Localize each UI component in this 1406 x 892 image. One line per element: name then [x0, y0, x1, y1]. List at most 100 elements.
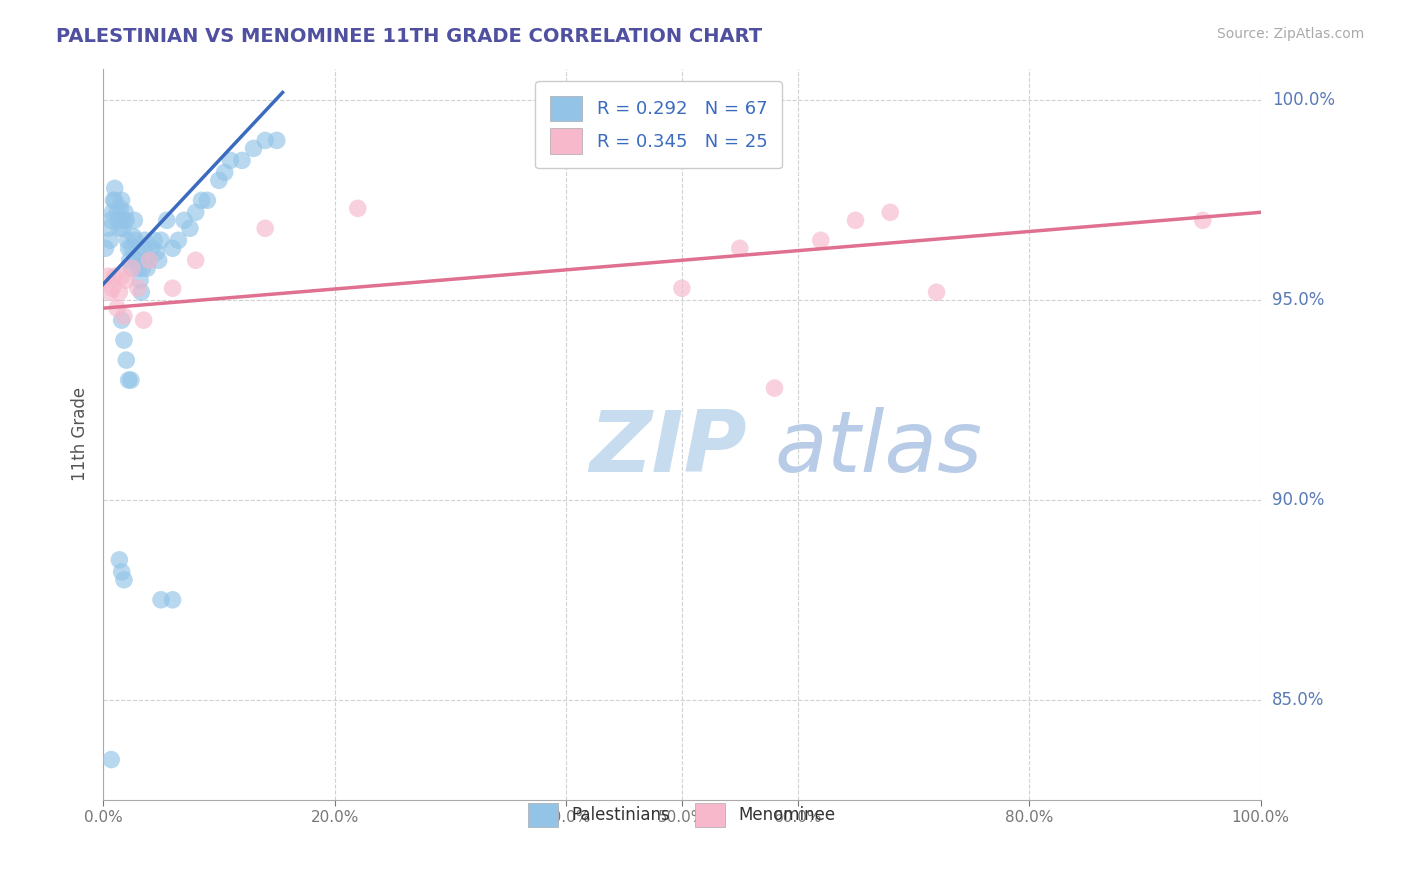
Point — [124, 213, 146, 227]
Point — [112, 573, 135, 587]
Point — [728, 241, 751, 255]
Point — [190, 194, 212, 208]
Point — [127, 281, 149, 295]
Point — [266, 133, 288, 147]
Point — [120, 373, 142, 387]
Point — [219, 153, 242, 168]
Point — [114, 205, 136, 219]
Point — [184, 205, 207, 219]
Point — [128, 261, 150, 276]
Point — [127, 245, 149, 260]
Point — [925, 285, 948, 300]
Point — [671, 281, 693, 295]
Point — [124, 233, 146, 247]
Point — [125, 253, 148, 268]
Text: 95.0%: 95.0% — [1272, 291, 1324, 310]
Point — [111, 194, 134, 208]
Point — [112, 333, 135, 347]
Point — [195, 194, 218, 208]
Point — [254, 133, 277, 147]
Point — [145, 245, 167, 260]
Point — [108, 285, 131, 300]
Point — [111, 565, 134, 579]
Point — [97, 269, 120, 284]
Point — [346, 202, 368, 216]
Point — [112, 309, 135, 323]
Point — [103, 194, 125, 208]
Text: PALESTINIAN VS MENOMINEE 11TH GRADE CORRELATION CHART: PALESTINIAN VS MENOMINEE 11TH GRADE CORR… — [56, 27, 762, 45]
Point — [148, 253, 170, 268]
Point — [101, 205, 124, 219]
Point — [105, 301, 128, 316]
Text: atlas: atlas — [775, 407, 983, 490]
Point — [254, 221, 277, 235]
Point — [132, 313, 155, 327]
Point — [100, 213, 122, 227]
Point — [105, 205, 128, 219]
Point — [107, 213, 129, 227]
Point — [111, 269, 134, 284]
Point — [98, 233, 121, 247]
Point — [111, 221, 134, 235]
Point — [117, 241, 139, 255]
Point — [162, 281, 184, 295]
Text: 100.0%: 100.0% — [1272, 92, 1334, 110]
Legend: Palestinians, Menominee: Palestinians, Menominee — [520, 795, 844, 835]
Point — [122, 229, 145, 244]
Point — [94, 241, 117, 255]
Point — [111, 313, 134, 327]
Point — [104, 181, 127, 195]
Point — [162, 592, 184, 607]
Point — [108, 221, 131, 235]
Point — [214, 165, 236, 179]
Point — [150, 233, 173, 247]
Point — [104, 194, 127, 208]
Point — [101, 281, 124, 295]
Point — [110, 202, 132, 216]
Point — [115, 273, 138, 287]
Point — [1191, 213, 1213, 227]
Point — [108, 553, 131, 567]
Point — [134, 233, 156, 247]
Point — [179, 221, 201, 235]
Point — [162, 241, 184, 255]
Point — [763, 381, 786, 395]
Point — [184, 253, 207, 268]
Point — [129, 273, 152, 287]
Point — [136, 261, 159, 276]
Point — [112, 213, 135, 227]
Point — [135, 253, 157, 268]
Text: ZIP: ZIP — [589, 407, 747, 490]
Point — [208, 173, 231, 187]
Text: Source: ZipAtlas.com: Source: ZipAtlas.com — [1216, 27, 1364, 41]
Point — [131, 261, 153, 276]
Point — [173, 213, 195, 227]
Point — [141, 241, 163, 255]
Point — [100, 753, 122, 767]
Point — [131, 285, 153, 300]
Point — [231, 153, 253, 168]
Point — [104, 269, 127, 284]
Point — [143, 233, 166, 247]
Point — [242, 141, 264, 155]
Point — [810, 233, 832, 247]
Point — [117, 233, 139, 247]
Point — [118, 253, 141, 268]
Text: 85.0%: 85.0% — [1272, 690, 1324, 708]
Point — [121, 241, 143, 255]
Point — [150, 592, 173, 607]
Text: 90.0%: 90.0% — [1272, 491, 1324, 509]
Point — [117, 373, 139, 387]
Point — [98, 285, 121, 300]
Point — [879, 205, 901, 219]
Point — [844, 213, 866, 227]
Y-axis label: 11th Grade: 11th Grade — [72, 387, 89, 481]
Point — [167, 233, 190, 247]
Point — [132, 241, 155, 255]
Point — [97, 221, 120, 235]
Point — [115, 213, 138, 227]
Point — [138, 253, 160, 268]
Point — [138, 253, 160, 268]
Point — [115, 353, 138, 368]
Point — [121, 261, 143, 276]
